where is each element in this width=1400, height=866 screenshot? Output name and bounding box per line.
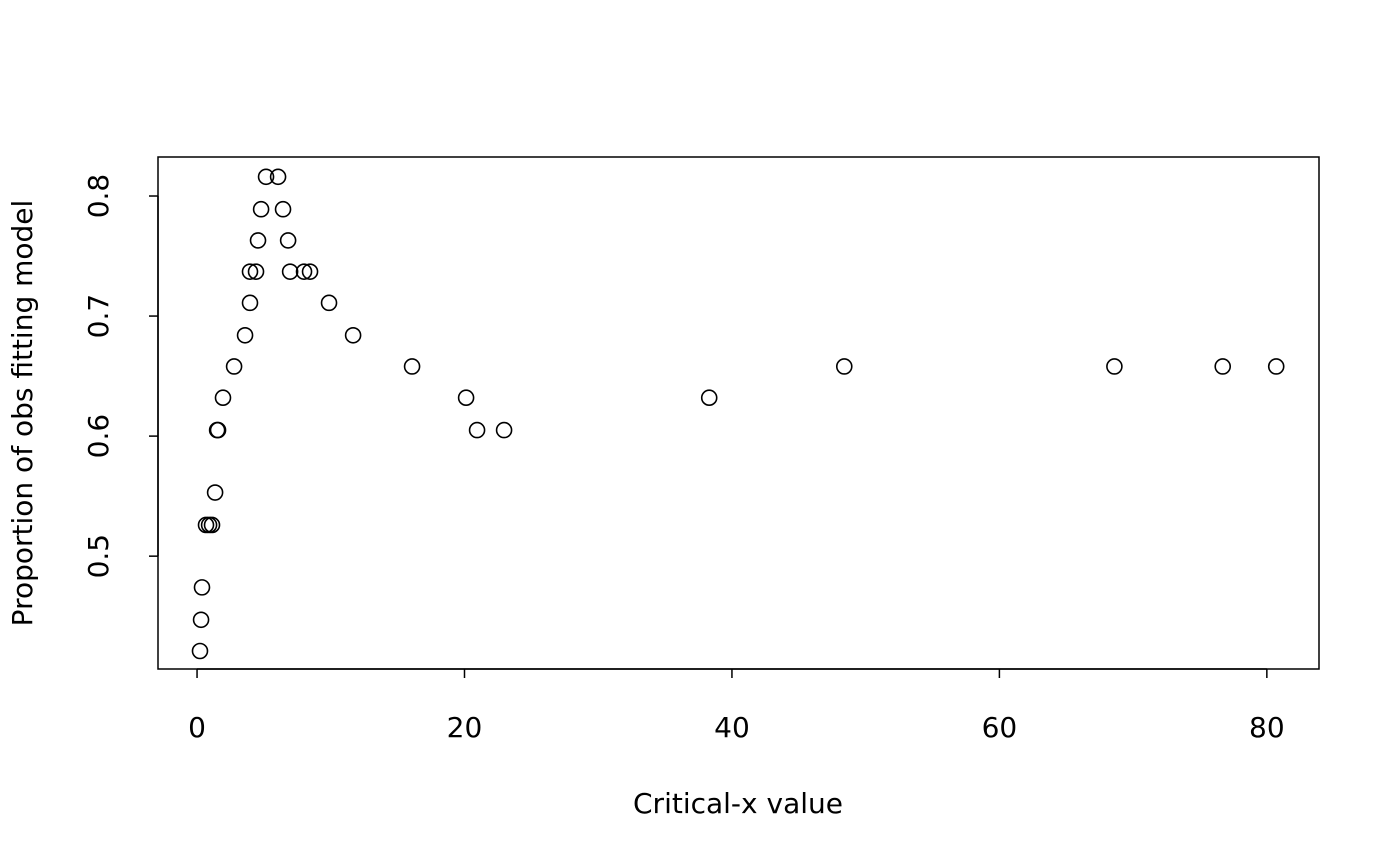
x-tick-label: 60 — [982, 711, 1018, 744]
point — [835, 358, 853, 375]
point — [1106, 358, 1123, 375]
point — [252, 200, 270, 218]
point — [191, 642, 209, 660]
point — [206, 484, 224, 501]
y-axis-title: Proportion of obs fitting model — [6, 200, 39, 627]
x-tick-label: 40 — [714, 711, 750, 744]
point — [225, 358, 243, 375]
point — [320, 294, 338, 312]
point — [700, 389, 718, 406]
point — [468, 421, 486, 439]
point — [247, 263, 265, 280]
point — [344, 326, 362, 344]
point — [295, 263, 313, 280]
point — [249, 232, 267, 249]
y-tick-label: 0.6 — [82, 414, 115, 459]
x-axis-title: Critical-x value — [633, 787, 843, 820]
x-tick-label: 80 — [1249, 711, 1285, 744]
point — [209, 421, 227, 439]
point — [495, 421, 513, 439]
point — [1214, 358, 1232, 375]
point — [236, 326, 254, 344]
point — [192, 611, 210, 629]
point — [241, 263, 259, 280]
point — [269, 168, 287, 186]
plot-frame — [157, 156, 1320, 670]
point — [457, 389, 475, 406]
y-tick-label: 0.5 — [82, 534, 115, 579]
point — [1267, 358, 1285, 375]
x-tick-label: 0 — [188, 711, 206, 744]
y-tick-label: 0.7 — [82, 294, 115, 339]
point — [193, 579, 211, 596]
point — [279, 232, 297, 249]
x-tick-label: 20 — [447, 711, 483, 744]
point — [214, 389, 232, 406]
y-tick-label: 0.8 — [82, 174, 115, 219]
point — [281, 263, 299, 280]
point — [301, 263, 319, 280]
point — [203, 516, 221, 534]
point — [403, 358, 421, 375]
point — [274, 200, 292, 218]
point — [241, 294, 259, 312]
point — [257, 168, 275, 186]
